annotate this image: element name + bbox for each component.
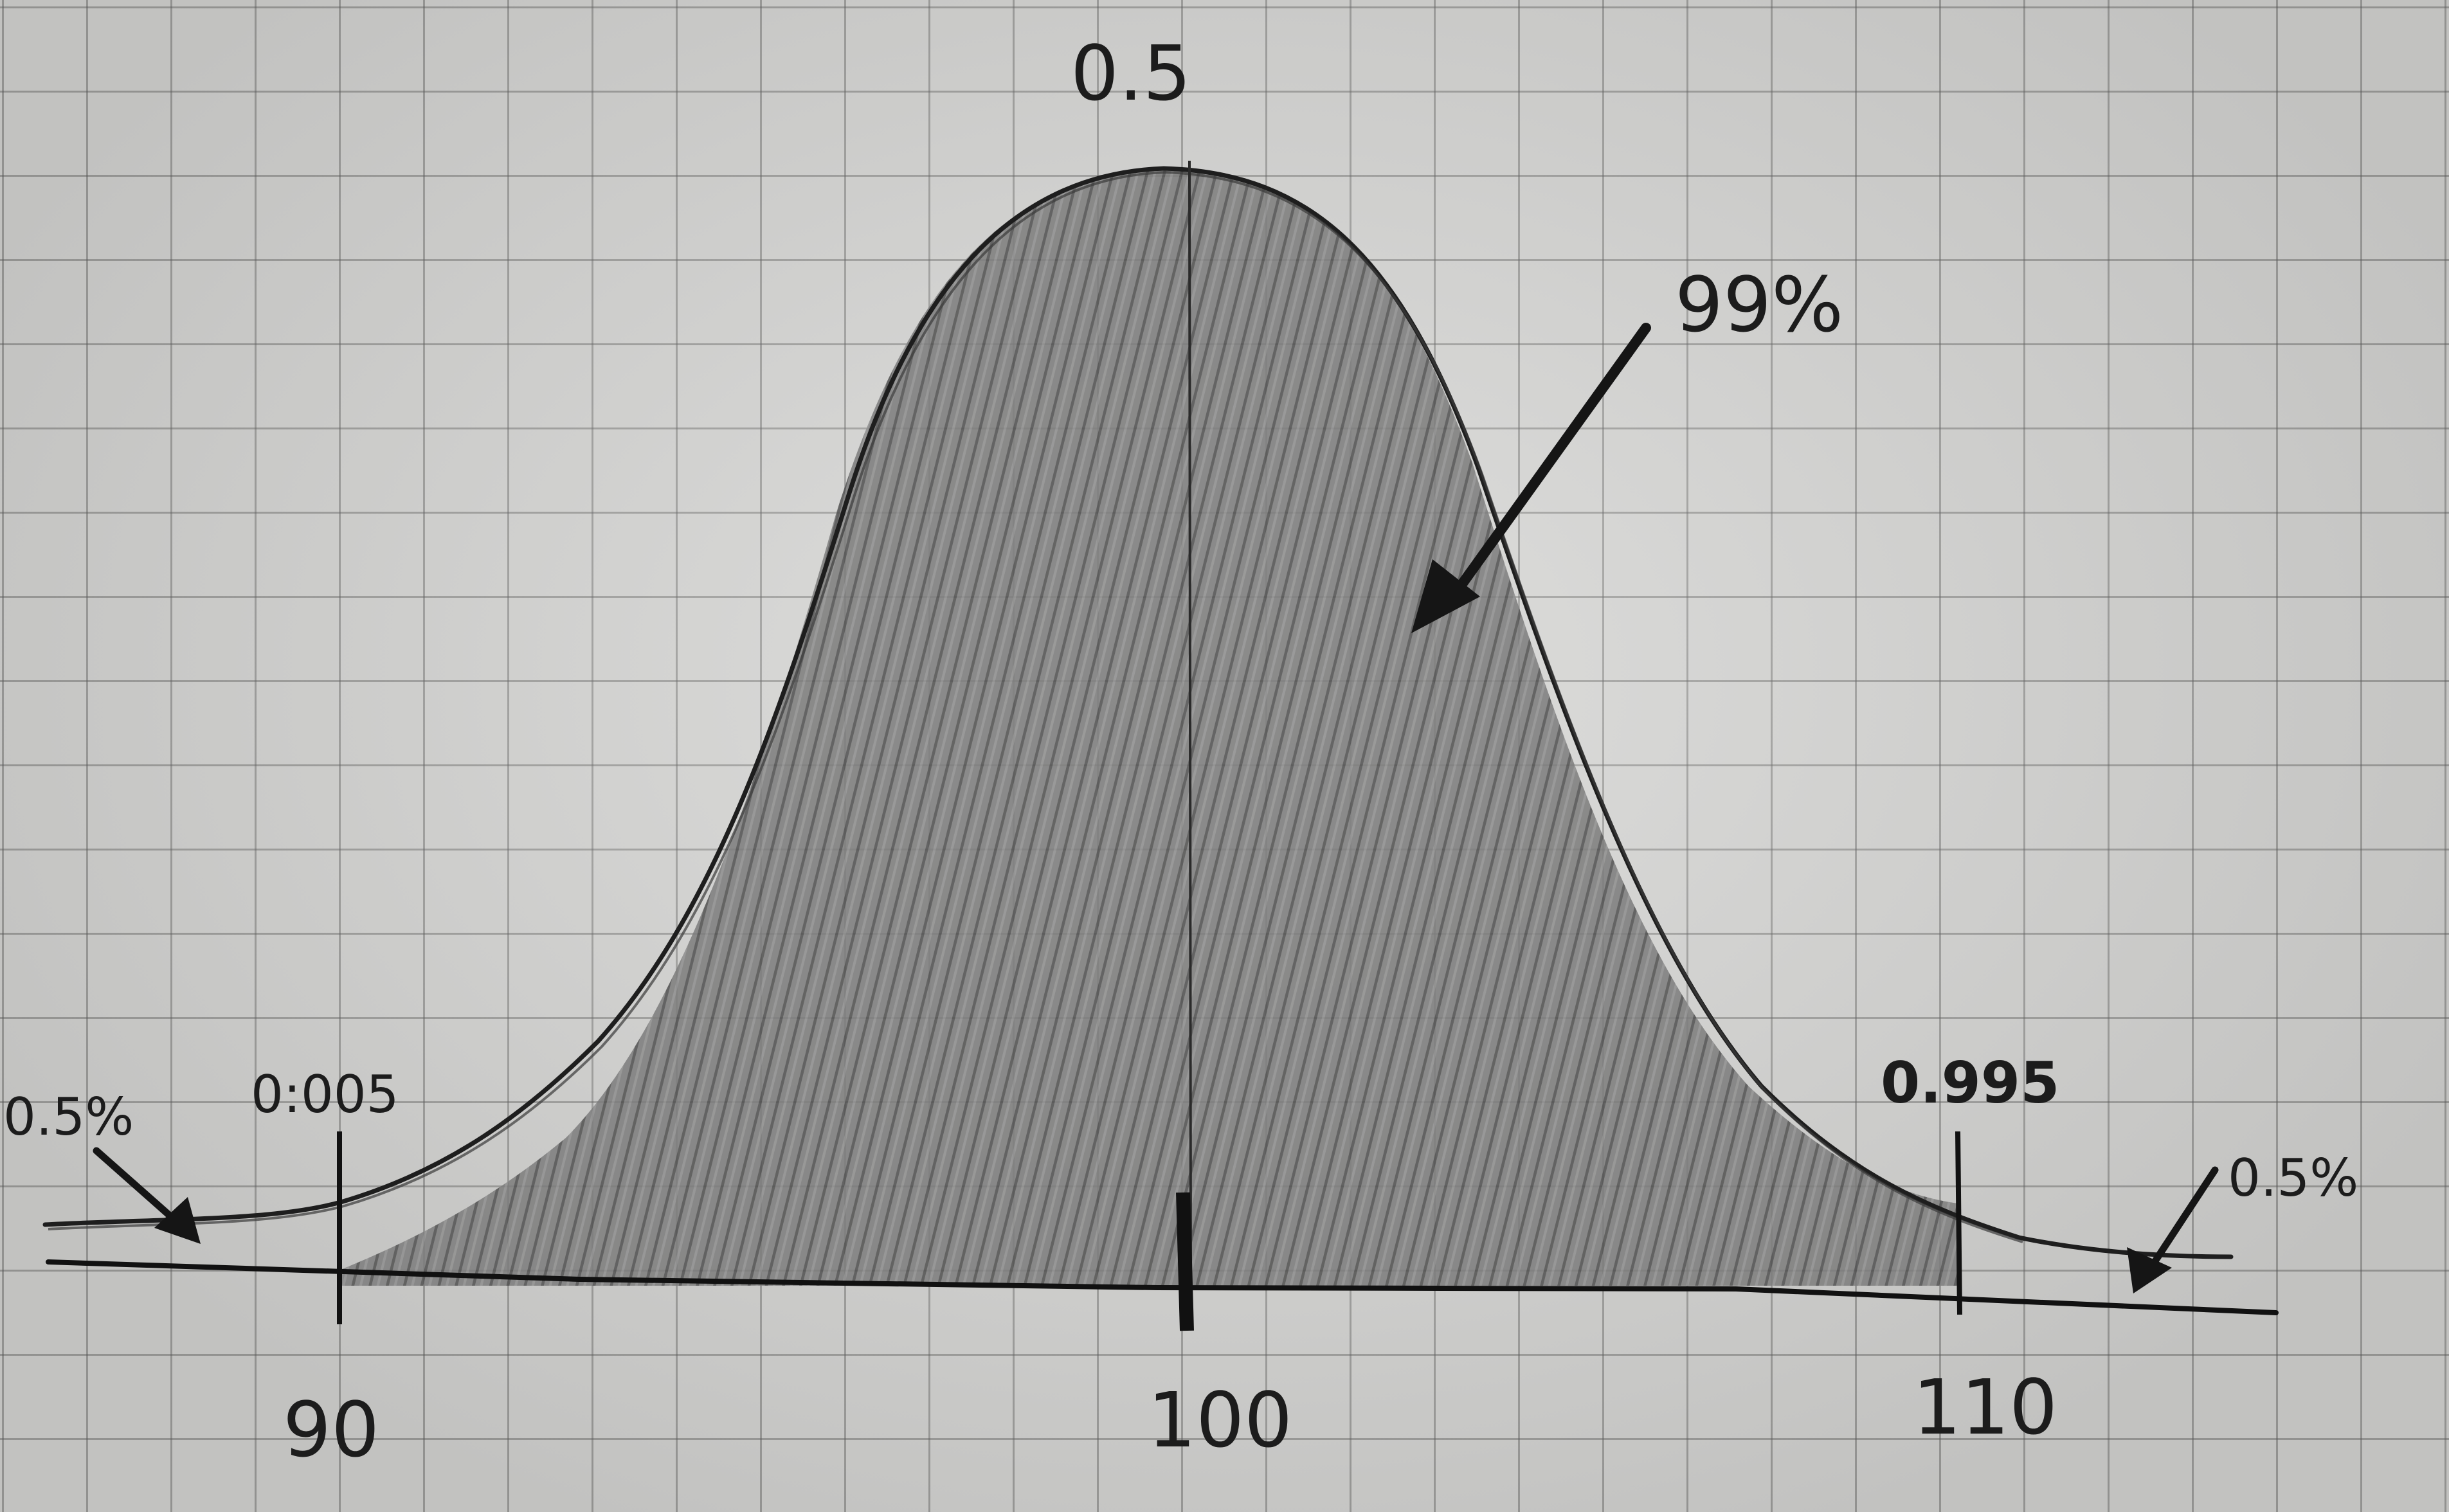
shaded-central-area <box>341 168 1958 1286</box>
right-tail-label: 0.5% <box>2228 1148 2358 1208</box>
x-tick-label-110: 110 <box>1913 1363 2057 1452</box>
density-curve-stroke-2 <box>48 170 2023 1243</box>
peak-label: 0.5 <box>1071 29 1191 118</box>
mean-center-line <box>1188 160 1192 1280</box>
arrow-99-percent <box>1411 323 1651 633</box>
density-curve <box>42 166 2234 1259</box>
center-area-label: 99% <box>1675 260 1843 349</box>
x-tick-label-100: 100 <box>1148 1376 1292 1464</box>
arrow-right-tail <box>2127 1166 2219 1293</box>
arrow-left-tail <box>93 1147 201 1244</box>
left-tail-label: 0.5% <box>3 1087 134 1147</box>
left-cdf-label: 0:005 <box>251 1065 399 1124</box>
x-axis-line <box>46 1259 2279 1315</box>
tick-mark-110 <box>1955 1131 1962 1315</box>
x-tick-label-90: 90 <box>283 1385 379 1474</box>
right-cdf-label: 0.995 <box>1881 1050 2059 1116</box>
tick-mark-100 <box>1176 1192 1194 1331</box>
